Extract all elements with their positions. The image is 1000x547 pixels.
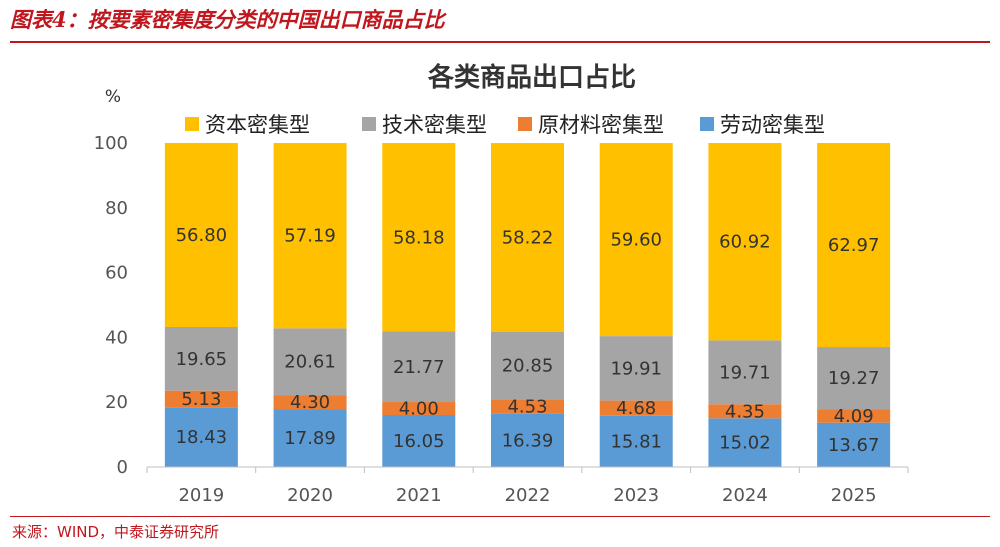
data-label: 16.39 xyxy=(502,430,554,451)
legend-swatch xyxy=(185,117,199,131)
bar-segment xyxy=(599,336,673,401)
x-tick-label: 2025 xyxy=(831,485,877,506)
data-label: 4.53 xyxy=(507,397,547,418)
source-note: 来源：WIND，中泰证券研究所 xyxy=(12,523,220,541)
x-tick-label: 2019 xyxy=(178,485,224,506)
data-label: 58.18 xyxy=(393,227,445,248)
y-tick-label: 60 xyxy=(105,263,128,284)
bar-segment xyxy=(382,143,456,332)
bar-segment xyxy=(273,409,347,467)
figure-title: 图表4：按要素密集度分类的中国出口商品占比 xyxy=(10,7,445,32)
chart-title: 各类商品出口占比 xyxy=(427,62,636,93)
data-label: 15.02 xyxy=(719,433,771,454)
data-label: 4.68 xyxy=(616,398,656,419)
data-label: 56.80 xyxy=(176,225,228,246)
source-rule xyxy=(10,516,990,517)
data-label: 21.77 xyxy=(393,357,445,378)
bar-segment xyxy=(708,404,782,419)
x-tick-label: 2024 xyxy=(722,485,768,506)
bar-segment xyxy=(817,422,891,467)
data-label: 57.19 xyxy=(284,226,336,247)
bar-segment xyxy=(164,390,238,408)
data-label: 16.05 xyxy=(393,431,445,452)
x-tick-label: 2020 xyxy=(287,485,333,506)
y-axis-unit: % xyxy=(105,87,121,107)
bar-segment xyxy=(491,143,564,332)
data-label: 19.71 xyxy=(719,362,771,383)
data-label: 58.22 xyxy=(502,227,554,248)
bar-segment xyxy=(164,407,238,467)
data-label: 60.92 xyxy=(719,232,771,253)
bar-segment xyxy=(817,143,891,348)
y-axis: 0 20 40 60 80 100 xyxy=(94,133,128,478)
data-label: 4.09 xyxy=(834,406,874,427)
bar-segment xyxy=(599,415,673,467)
bar-segment xyxy=(382,402,456,415)
data-label: 13.67 xyxy=(828,435,880,456)
bars xyxy=(164,142,891,467)
bar-segment xyxy=(491,331,564,400)
bar-segment xyxy=(599,143,673,337)
data-label: 62.97 xyxy=(828,235,880,256)
bar-segment xyxy=(164,142,238,327)
title-rule xyxy=(10,41,990,43)
data-label: 17.89 xyxy=(284,428,336,449)
data-label: 18.43 xyxy=(176,427,228,448)
y-tick-label: 80 xyxy=(105,198,128,219)
x-tick-label: 2023 xyxy=(613,485,659,506)
data-label: 19.65 xyxy=(176,349,228,370)
bar-segment xyxy=(382,331,456,403)
x-axis: 2019 2020 2021 2022 2023 2024 2025 xyxy=(146,466,909,506)
legend: 资本密集型 技术密集型 原材料密集型 劳动密集型 xyxy=(185,113,825,137)
legend-label: 劳动密集型 xyxy=(720,113,825,137)
data-label: 15.81 xyxy=(610,431,662,452)
bar-segment xyxy=(708,143,782,341)
bar-segment xyxy=(273,395,347,410)
legend-swatch xyxy=(518,117,532,131)
stacked-bar-chart: 各类商品出口占比 % 资本密集型 技术密集型 原材料密集型 劳动密集型 0 20 40 60… xyxy=(94,62,909,506)
data-label: 4.35 xyxy=(725,401,765,422)
bar-segment xyxy=(491,399,564,414)
data-label: 19.27 xyxy=(828,368,880,389)
legend-label: 资本密集型 xyxy=(205,113,310,137)
data-label: 4.30 xyxy=(290,392,330,413)
bar-segment xyxy=(817,347,891,410)
data-label: 20.61 xyxy=(284,352,336,373)
data-label: 19.91 xyxy=(610,358,662,379)
bar-segment xyxy=(599,400,673,416)
bar-segment xyxy=(817,409,891,423)
x-tick-label: 2021 xyxy=(396,485,442,506)
data-label: 4.00 xyxy=(399,399,439,420)
y-tick-label: 40 xyxy=(105,327,128,348)
bar-segment xyxy=(708,418,782,467)
y-tick-label: 20 xyxy=(105,392,128,413)
legend-label: 原材料密集型 xyxy=(538,113,664,137)
legend-label: 技术密集型 xyxy=(382,113,487,137)
y-tick-label: 100 xyxy=(94,133,128,154)
legend-swatch xyxy=(700,117,714,131)
bar-segment xyxy=(273,143,347,329)
legend-swatch xyxy=(362,117,376,131)
bar-segment xyxy=(708,340,782,405)
bar-segment xyxy=(491,413,564,467)
y-tick-label: 0 xyxy=(117,457,128,478)
data-label: 59.60 xyxy=(610,230,662,251)
data-label: 20.85 xyxy=(502,355,554,376)
x-tick-label: 2022 xyxy=(505,485,551,506)
data-label: 5.13 xyxy=(181,389,221,410)
bar-segment xyxy=(273,328,347,396)
bar-segment xyxy=(382,414,456,467)
bar-segment xyxy=(164,326,238,391)
data-labels: 18.43 5.13 19.65 56.80 17.89 4.30 20.61 57.19 16… xyxy=(176,225,880,456)
